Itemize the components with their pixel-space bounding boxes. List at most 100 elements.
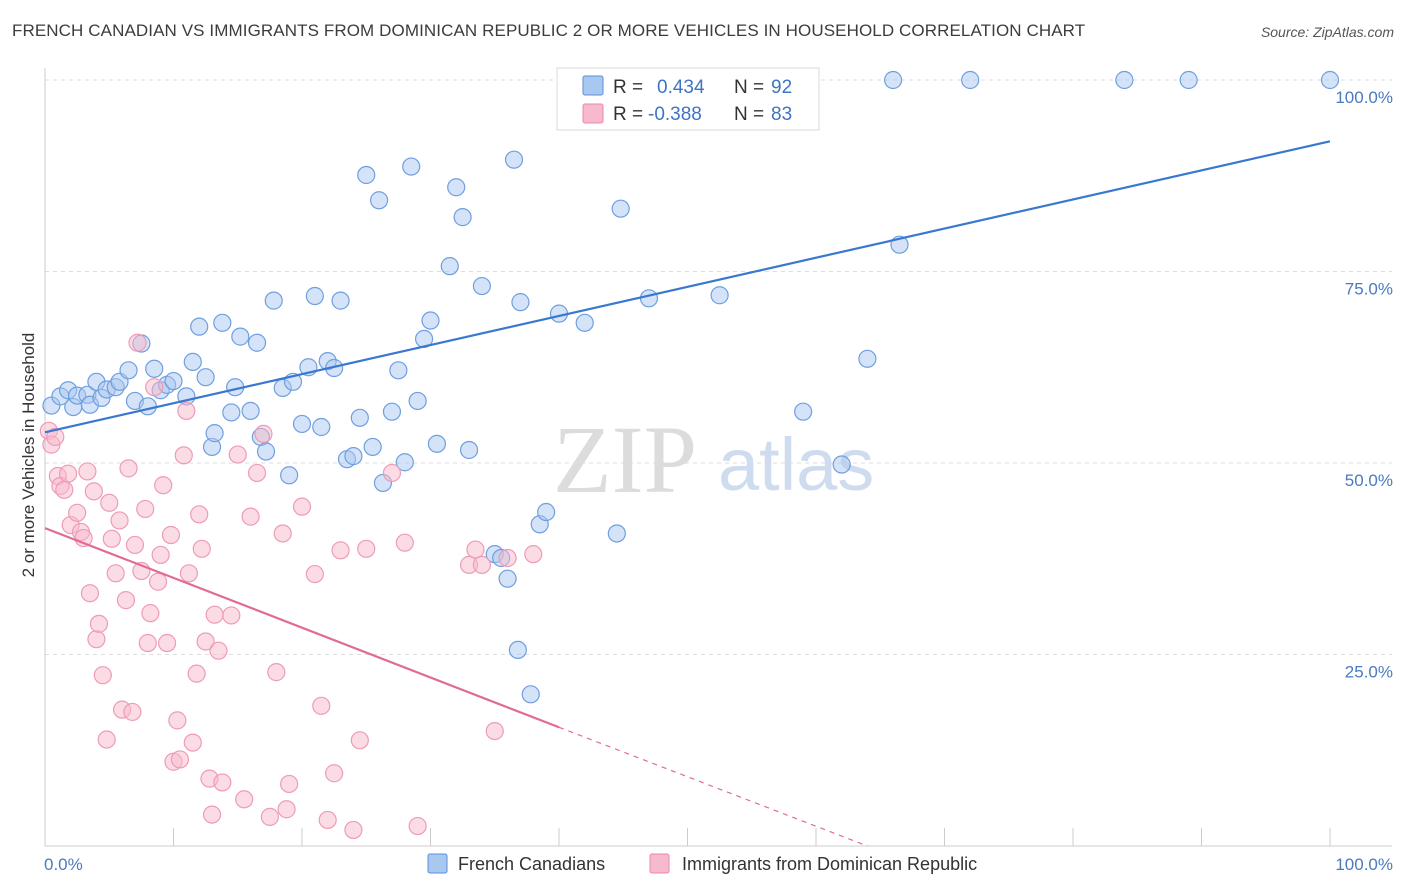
chart-title: FRENCH CANADIAN VS IMMIGRANTS FROM DOMIN… [12,21,1086,40]
point-dominican-8 [68,503,87,522]
legend-n-label-1: N = [734,77,764,98]
point-french-canadian-63 [459,440,479,460]
point-dominican-34 [151,545,170,565]
point-dominican-79 [472,555,491,574]
trend-line-french-canadians [44,140,1331,434]
point-french-canadian-15 [138,397,157,416]
point-dominican-78 [466,540,485,559]
point-dominican-62 [273,524,292,543]
point-dominican-52 [209,641,228,660]
point-dominican-65 [292,497,312,516]
point-dominican-23 [116,591,136,610]
point-dominican-55 [228,445,247,464]
point-dominican-30 [138,633,157,653]
point-french-canadian-22 [190,317,209,336]
point-french-canadian-30 [241,401,260,421]
point-dominican-82 [524,545,543,564]
grid [45,79,1392,655]
point-french-canadian-81 [710,286,729,305]
point-dominican-26 [125,535,145,555]
legend-r-value-2: -0.388 [648,104,702,125]
source-label: Source: ZipAtlas.com [1260,24,1394,40]
point-dominican-68 [318,810,337,830]
trend-lines [44,140,1331,847]
point-french-canadian-38 [292,414,312,434]
series-legend: French Canadians Immigrants from Dominic… [427,853,977,874]
point-dominican-71 [344,820,363,840]
point-dominican-2 [46,427,65,447]
point-dominican-67 [312,696,331,715]
point-french-canadian-40 [305,286,324,306]
point-french-canadian-53 [389,361,408,380]
x-tick-label-min: 0.0% [44,855,83,874]
point-french-canadian-75 [575,313,594,332]
series-legend-swatch-french-canadians [427,853,448,874]
trend-line-dominican-extrapolated [558,726,868,847]
legend-r-label-1: R = [613,77,643,98]
point-dominican-61 [267,663,286,682]
point-french-canadian-91 [1320,70,1340,90]
point-french-canadian-54 [395,453,414,472]
point-french-canadian-70 [511,293,530,312]
y-tick-label-75: 75.0% [1345,280,1393,299]
point-dominican-27 [128,333,147,352]
series-legend-french-canadians: French Canadians [458,854,605,874]
point-dominican-46 [190,505,209,524]
point-dominican-76 [408,816,427,836]
legend-r-value-1: 0.434 [657,77,705,98]
point-french-canadian-69 [508,640,527,660]
point-french-canadian-26 [213,313,232,332]
legend-r-label-2: R = [613,104,643,125]
point-dominican-56 [235,790,254,809]
watermark-zip: ZIP [553,406,697,513]
point-french-canadian-90 [1179,70,1198,90]
point-dominican-59 [254,424,273,443]
point-french-canadian-58 [421,311,440,330]
point-dominican-5 [55,480,74,499]
point-french-canadian-59 [427,434,447,453]
point-french-canadian-68 [504,150,524,169]
point-dominican-33 [148,572,168,591]
x-tick-label-max: 100.0% [1335,855,1393,874]
point-dominican-54 [222,606,241,625]
point-french-canadian-48 [357,165,376,185]
y-tick-labels: 25.0% 50.0% 75.0% 100.0% [1335,88,1393,682]
point-dominican-36 [157,633,177,653]
point-french-canadian-73 [537,502,556,522]
point-dominican-6 [59,464,78,483]
point-french-canadian-33 [256,442,276,461]
point-french-canadian-31 [247,333,267,352]
point-french-canadian-41 [312,417,331,437]
point-dominican-75 [395,533,414,552]
point-french-canadian-29 [231,327,250,346]
point-dominican-80 [485,721,504,741]
point-french-canadian-12 [119,361,138,380]
legend-n-label-2: N = [734,104,764,125]
point-french-canadian-64 [472,276,491,296]
point-french-canadian-56 [408,391,427,411]
point-french-canadian-50 [370,191,389,210]
point-dominican-25 [123,702,142,722]
point-french-canadian-67 [498,569,517,588]
point-dominican-47 [192,539,211,558]
point-dominican-64 [280,774,299,794]
point-dominican-48 [196,632,215,651]
watermark-atlas: atlas [718,423,874,506]
point-dominican-12 [80,584,100,603]
point-dominican-13 [84,482,103,501]
point-french-canadian-78 [639,289,659,308]
point-french-canadian-23 [196,368,215,387]
point-french-canadian-44 [331,291,350,310]
point-dominican-81 [498,548,517,568]
point-dominican-19 [102,529,121,548]
point-french-canadian-52 [382,402,402,421]
point-dominican-57 [241,507,260,526]
point-french-canadian-46 [344,447,363,466]
point-french-canadian-84 [832,455,851,474]
point-french-canadian-55 [402,157,421,176]
point-dominican-32 [145,378,164,397]
series-legend-dominican: Immigrants from Dominican Republic [682,854,977,874]
point-dominican-42 [177,401,196,421]
point-french-canadian-19 [164,371,183,391]
